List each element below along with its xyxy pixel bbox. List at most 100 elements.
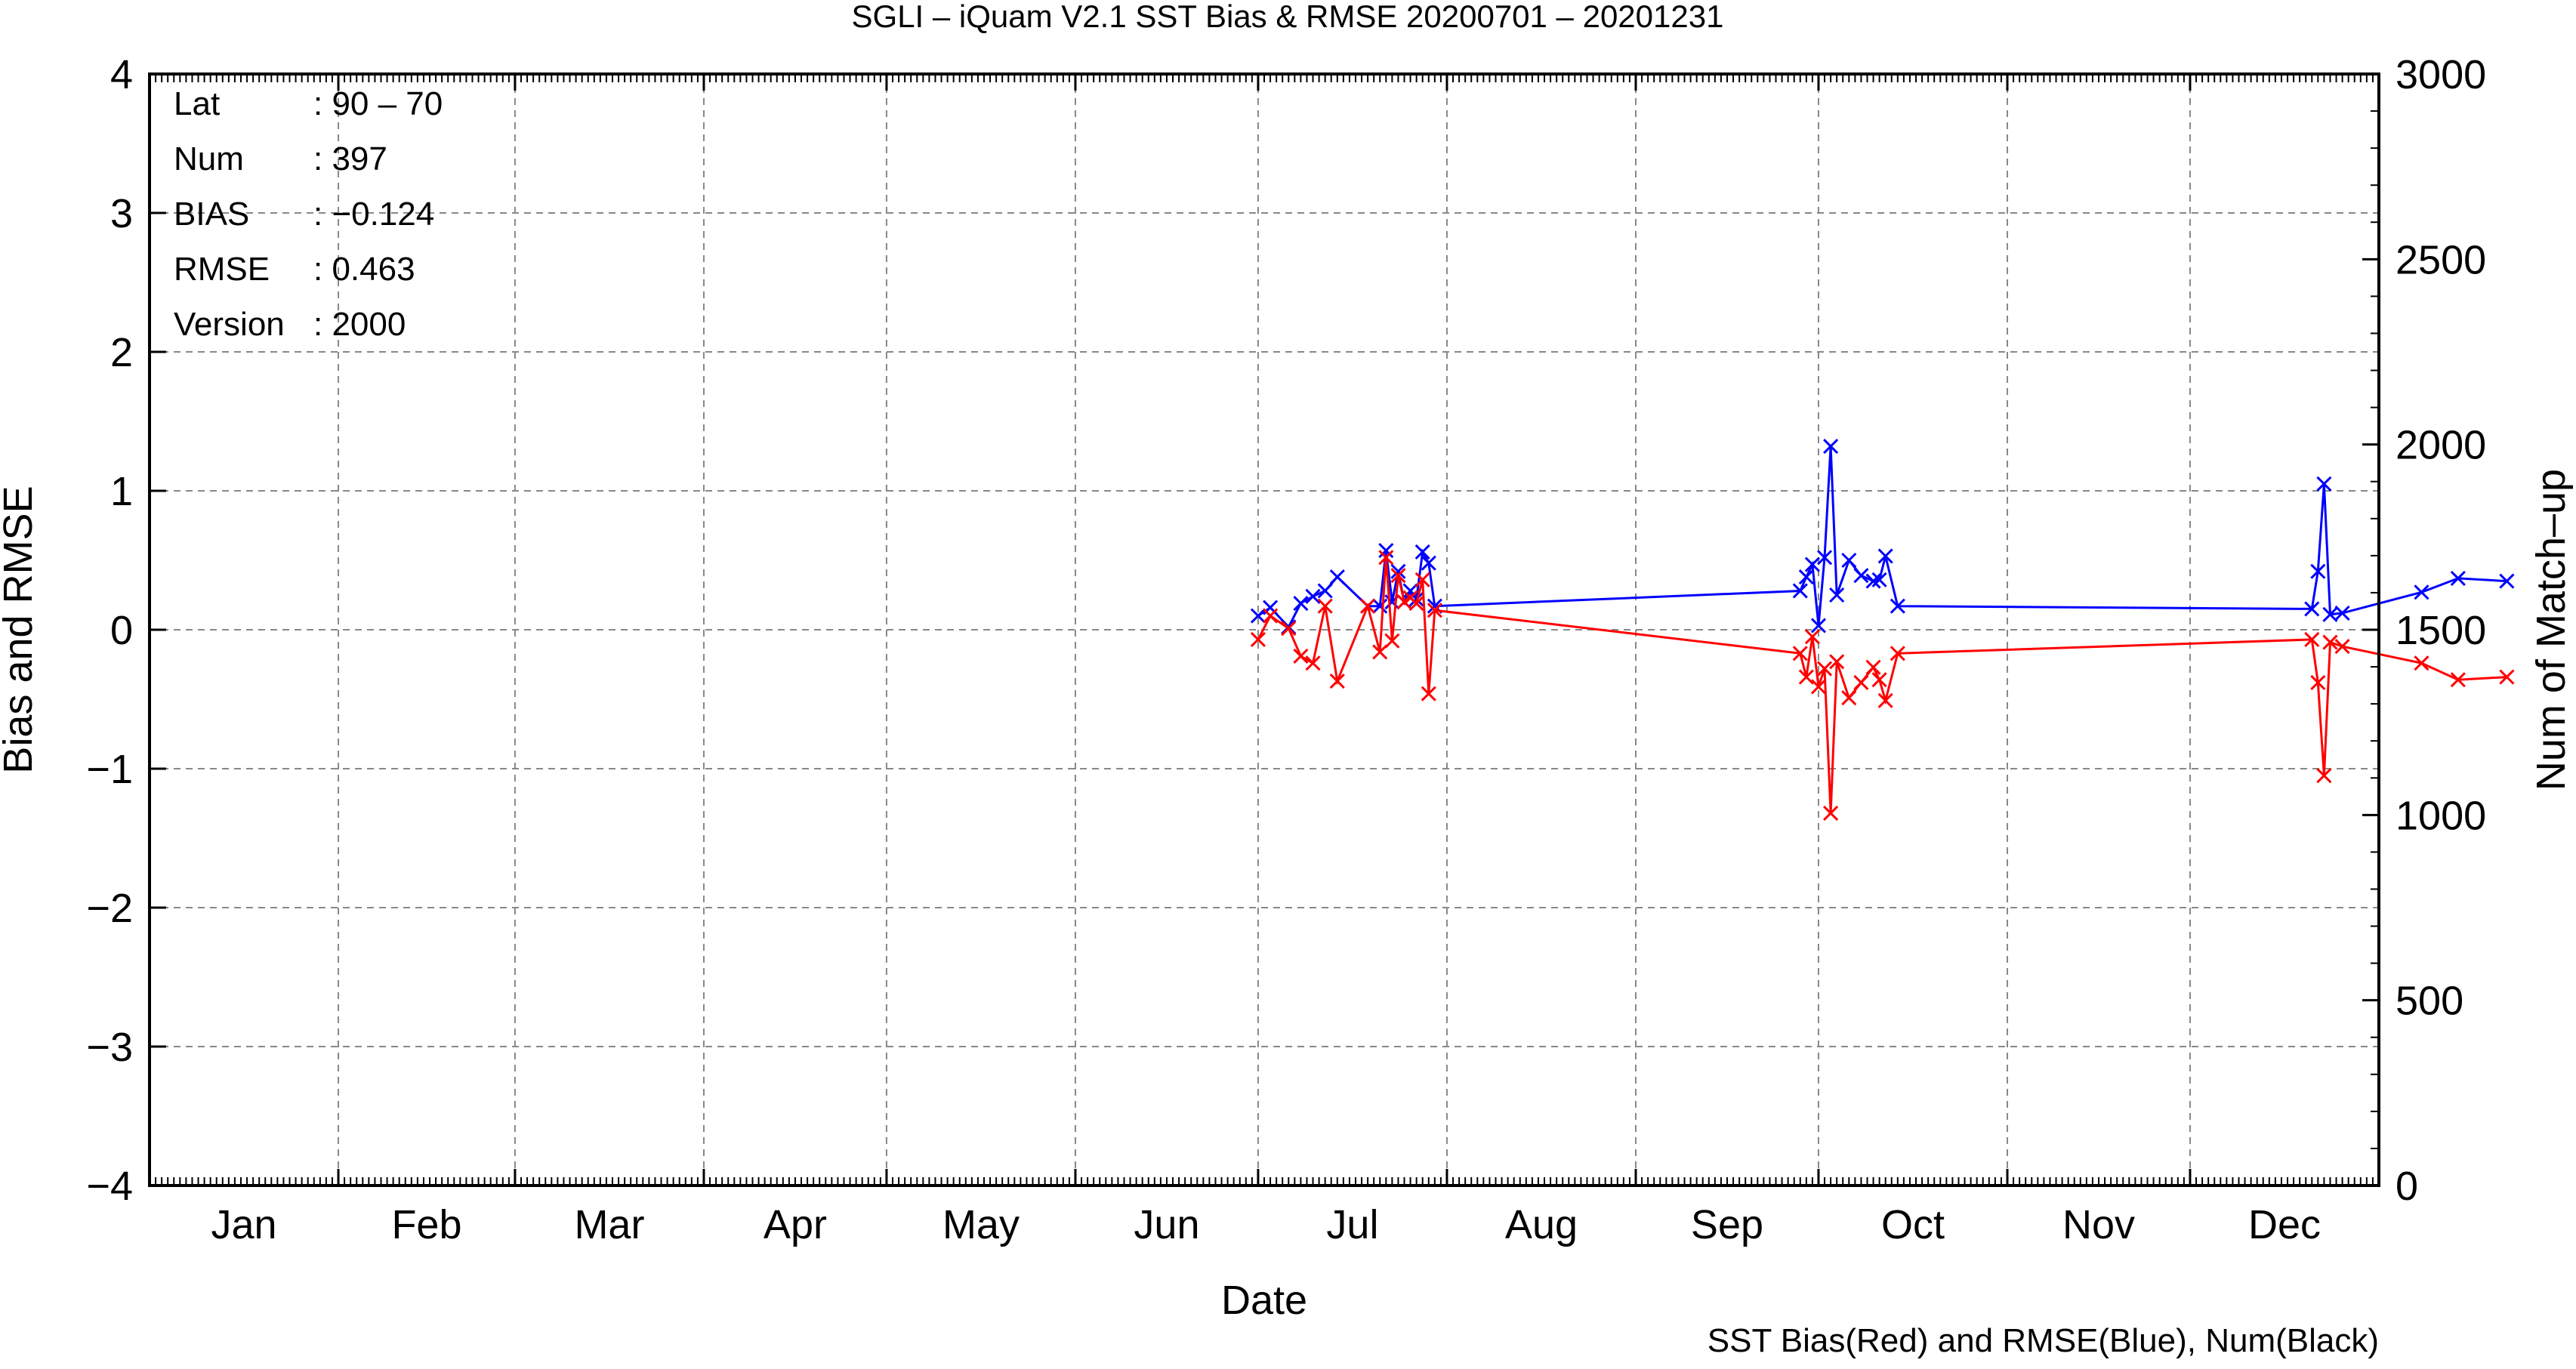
data-point-rmse bbox=[1841, 552, 1857, 569]
data-point-rmse bbox=[1421, 555, 1436, 571]
data-point-rmse bbox=[1378, 543, 1394, 559]
data-point-rmse bbox=[1890, 598, 1905, 614]
data-point-bias bbox=[1829, 654, 1845, 670]
info-value: : 0.463 bbox=[313, 251, 415, 288]
x-month-label: Oct bbox=[1881, 1202, 1945, 1247]
y-axis-title: Bias and RMSE bbox=[0, 486, 41, 773]
data-point-bias bbox=[1414, 572, 1430, 587]
data-point-rmse bbox=[2310, 563, 2326, 579]
plot-frame bbox=[148, 72, 2380, 1187]
data-point-bias bbox=[1871, 672, 1887, 688]
y-tick-label: 4 bbox=[110, 52, 133, 97]
data-point-rmse bbox=[1402, 583, 1418, 599]
x-month-label: Jul bbox=[1326, 1202, 1378, 1247]
data-point-bias bbox=[1281, 621, 1297, 637]
data-point-rmse bbox=[1816, 550, 1833, 566]
data-point-rmse bbox=[1329, 569, 1345, 585]
x-month-label: Apr bbox=[764, 1202, 827, 1247]
data-point-bias bbox=[1865, 659, 1881, 675]
info-key: Version bbox=[174, 306, 285, 343]
data-point-bias bbox=[2304, 631, 2320, 647]
data-point-bias bbox=[1305, 655, 1321, 671]
data-point-bias bbox=[1792, 646, 1808, 661]
info-value: : 90 – 70 bbox=[313, 85, 443, 122]
data-series bbox=[1250, 439, 2515, 821]
data-point-rmse bbox=[2322, 606, 2338, 622]
x-month-labels: Jan Feb Mar Apr May Jun Jul Aug Sep Oct Nov Dec bbox=[211, 1202, 2321, 1247]
y2-tick-label: 2500 bbox=[2396, 237, 2486, 282]
y2-axis-title: Num of Match–up bbox=[2528, 469, 2574, 791]
data-point-bias bbox=[1250, 631, 1266, 647]
data-point-rmse bbox=[1877, 548, 1893, 564]
data-point-bias bbox=[1263, 608, 1279, 624]
data-point-rmse bbox=[2334, 605, 2350, 621]
data-point-bias bbox=[1317, 598, 1333, 614]
info-value: : 397 bbox=[313, 140, 387, 177]
data-point-bias bbox=[1427, 603, 1442, 618]
data-point-bias bbox=[1816, 661, 1833, 677]
info-key: RMSE bbox=[174, 251, 270, 288]
y-tick-label: −3 bbox=[86, 1025, 133, 1070]
x-month-label: Jan bbox=[211, 1202, 276, 1247]
data-point-rmse bbox=[2316, 476, 2332, 492]
data-point-bias bbox=[2316, 768, 2332, 784]
data-point-bias bbox=[2322, 634, 2338, 650]
data-point-rmse bbox=[2450, 570, 2466, 586]
y2-tick-label: 0 bbox=[2396, 1164, 2418, 1209]
x-month-label: Jun bbox=[1134, 1202, 1199, 1247]
data-point-bias bbox=[1877, 692, 1893, 708]
data-point-bias bbox=[1421, 686, 1436, 701]
data-point-bias bbox=[1390, 568, 1406, 584]
data-point-bias bbox=[1841, 690, 1857, 706]
data-point-bias bbox=[1360, 598, 1376, 614]
chart-title: SGLI – iQuam V2.1 SST Bias & RMSE 202007… bbox=[852, 0, 1724, 34]
y2-tick-labels: 0 500 1000 1500 2000 2500 3000 bbox=[2396, 52, 2486, 1209]
data-point-rmse bbox=[2304, 601, 2320, 617]
series-line-rmse bbox=[1257, 446, 2507, 629]
info-value: : −0.124 bbox=[313, 196, 434, 233]
info-key: Num bbox=[174, 140, 244, 177]
data-point-bias bbox=[1378, 550, 1394, 566]
data-point-rmse bbox=[1871, 572, 1887, 587]
data-point-rmse bbox=[1372, 598, 1388, 614]
y2-tick-label: 2000 bbox=[2396, 423, 2486, 468]
data-point-bias bbox=[1408, 595, 1424, 612]
data-point-rmse bbox=[1390, 563, 1406, 579]
x-month-label: May bbox=[942, 1202, 1020, 1247]
data-point-rmse bbox=[1810, 618, 1827, 634]
data-point-bias bbox=[2414, 655, 2429, 671]
y2-tick-label: 1500 bbox=[2396, 608, 2486, 653]
y-tick-label: −2 bbox=[86, 886, 133, 931]
data-point-rmse bbox=[1792, 583, 1808, 599]
data-point-rmse bbox=[1250, 608, 1266, 624]
data-point-rmse bbox=[1823, 439, 1839, 455]
data-point-rmse bbox=[1317, 583, 1333, 599]
info-key: BIAS bbox=[174, 196, 249, 233]
data-point-bias bbox=[1329, 674, 1345, 689]
data-point-bias bbox=[1372, 644, 1388, 660]
y2-tick-label: 500 bbox=[2396, 979, 2463, 1024]
data-point-bias bbox=[1823, 805, 1839, 821]
y-tick-label: 2 bbox=[110, 330, 133, 375]
y2-tick-label: 3000 bbox=[2396, 52, 2486, 97]
x-month-label: Aug bbox=[1505, 1202, 1578, 1247]
data-point-rmse bbox=[1414, 544, 1430, 560]
y-tick-label: −1 bbox=[86, 747, 133, 792]
data-point-bias bbox=[2450, 672, 2466, 688]
data-point-rmse bbox=[1829, 587, 1845, 603]
x-month-label: Nov bbox=[2062, 1202, 2135, 1247]
x-month-label: Mar bbox=[574, 1202, 644, 1247]
y-tick-labels: −4 −3 −2 −1 0 1 2 3 4 bbox=[86, 52, 133, 1209]
data-point-rmse bbox=[2414, 584, 2429, 600]
y-tick-label: 3 bbox=[110, 191, 133, 236]
data-point-bias bbox=[1810, 679, 1827, 695]
data-point-rmse bbox=[1804, 557, 1820, 572]
data-point-rmse bbox=[1293, 595, 1309, 612]
data-point-bias bbox=[1853, 674, 1869, 690]
data-point-bias bbox=[1293, 648, 1309, 664]
data-point-rmse bbox=[2499, 573, 2515, 589]
y-tick-label: −4 bbox=[86, 1164, 133, 1209]
data-point-bias bbox=[1890, 646, 1905, 661]
chart-footer: SST Bias(Red) and RMSE(Blue), Num(Black) bbox=[1708, 1322, 2379, 1359]
